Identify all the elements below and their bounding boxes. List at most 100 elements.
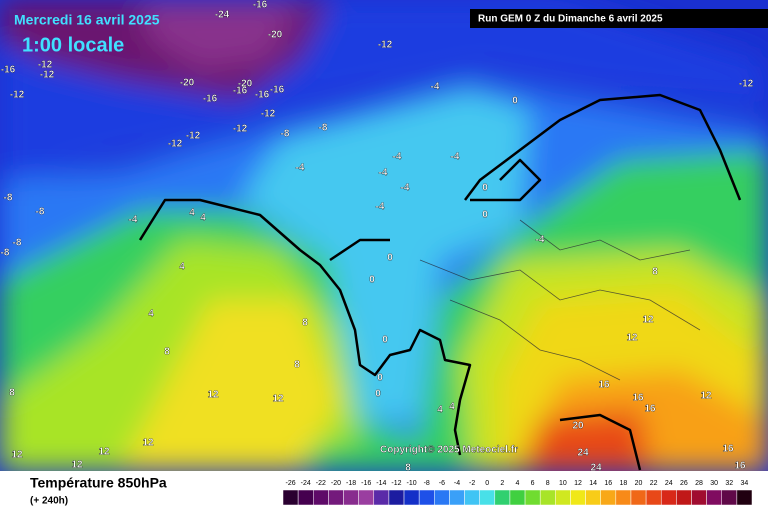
- contour-label: -12: [40, 70, 55, 81]
- contour-label: 8: [652, 267, 658, 278]
- contour-labels: -24-16-20-12-16 -12-12-12-20 -20-16-16 -16-…: [0, 0, 754, 474]
- legend-swatch: [555, 489, 571, 506]
- legend-label: 14: [589, 480, 597, 487]
- contour-label: -4: [393, 152, 402, 163]
- run-info: Run GEM 0 Z du Dimanche 6 avril 2025: [478, 14, 663, 25]
- legend-label: -16: [361, 480, 371, 487]
- legend-swatch: [403, 489, 420, 506]
- contour-label: -4: [451, 152, 460, 163]
- legend-swatch: [585, 489, 601, 506]
- contour-label: 16: [722, 444, 734, 455]
- contour-label: -8: [4, 193, 13, 204]
- legend-label: -8: [424, 480, 430, 487]
- legend-label: 22: [650, 480, 658, 487]
- legend-label: -14: [376, 480, 386, 487]
- legend-label: 24: [665, 480, 673, 487]
- legend-label: 18: [620, 480, 628, 487]
- legend-label: 34: [741, 480, 749, 487]
- contour-label: 4: [148, 309, 154, 320]
- legend-label: 26: [680, 480, 688, 487]
- contour-label: 16: [598, 380, 610, 391]
- contour-label: -4: [401, 183, 410, 194]
- contour-label: 0: [512, 96, 518, 107]
- legend-swatch: [388, 489, 405, 506]
- contour-label: -4: [536, 235, 545, 246]
- contour-label: -20: [180, 78, 195, 89]
- contour-label: 4: [437, 405, 443, 416]
- contour-label: 4: [449, 402, 455, 413]
- legend-swatch: [479, 489, 496, 506]
- legend-label: -26: [286, 480, 296, 487]
- legend-swatch: [434, 489, 450, 506]
- contour-label: 8: [302, 318, 308, 329]
- legend-label: -12: [391, 480, 401, 487]
- contour-label: -4: [379, 168, 388, 179]
- contour-label: 16: [644, 404, 656, 415]
- contour-label: 0: [482, 210, 488, 221]
- contour-label: 8: [164, 347, 170, 358]
- legend-swatch: [524, 489, 541, 506]
- contour-label: -8: [13, 238, 22, 249]
- field-subtitle: (+ 240h): [30, 496, 68, 507]
- legend-label: -18: [346, 480, 356, 487]
- borders: [419, 219, 701, 381]
- contour-label: 0: [375, 389, 381, 400]
- contour-label: 12: [11, 450, 23, 461]
- legend-label: -10: [407, 480, 417, 487]
- legend-swatch: [418, 489, 435, 506]
- legend-swatch: [464, 489, 480, 506]
- contour-label: 12: [700, 391, 712, 402]
- legend-label: -4: [454, 480, 460, 487]
- legend-swatch: [676, 489, 692, 506]
- contour-label: -16: [203, 94, 218, 105]
- contour-label: 12: [98, 447, 110, 458]
- contour-label: 12: [142, 438, 154, 449]
- legend-swatch: [282, 489, 299, 506]
- contour-label: -24: [215, 10, 230, 21]
- run-box: [470, 9, 768, 28]
- legend-label: 32: [725, 480, 733, 487]
- legend-swatch: [721, 489, 738, 506]
- contour-label: 0: [387, 253, 393, 264]
- contour-label: -16: [1, 65, 16, 76]
- legend-swatch: [509, 489, 526, 506]
- legend-swatch: [570, 489, 586, 506]
- contour-label: 0: [369, 275, 375, 286]
- contour-label: 16: [632, 393, 644, 404]
- legend-label: -2: [469, 480, 475, 487]
- contour-label: -4: [376, 202, 385, 213]
- contour-label: 12: [272, 394, 284, 405]
- contour-label: -16: [233, 86, 248, 97]
- contour-label: 4: [179, 262, 185, 273]
- map-date: Mercredi 16 avril 2025: [14, 12, 160, 28]
- contour-label: 20: [572, 421, 584, 432]
- legend-label: 0: [485, 480, 489, 487]
- field-title: Température 850hPa: [30, 475, 167, 491]
- contour-label: -12: [233, 124, 248, 135]
- legend-label: 10: [559, 480, 567, 487]
- contour-label: 12: [626, 333, 638, 344]
- legend-swatch: [736, 489, 753, 506]
- contour-label: 24: [577, 448, 589, 459]
- legend-label: 28: [695, 480, 703, 487]
- contour-label: 8: [405, 463, 411, 474]
- legend-swatch: [691, 489, 707, 506]
- contour-label: 4: [200, 213, 206, 224]
- contour-label: 12: [642, 315, 654, 326]
- contour-label: -12: [10, 90, 25, 101]
- contour-label: -12: [739, 79, 754, 90]
- contour-label: 12: [207, 390, 219, 401]
- legend-swatch: [660, 489, 677, 506]
- legend-label: 12: [574, 480, 582, 487]
- legend-swatch: [645, 489, 662, 506]
- contour-label: -12: [261, 109, 276, 120]
- contour-label: -20: [238, 79, 253, 90]
- contour-label: -16: [255, 90, 270, 101]
- color-legend: -26 -24 -22 -20 -18 -16 -14 -12 -10 -8 -6 -4 -2 0 2 4 6 8…: [282, 480, 753, 506]
- legend-label: 8: [546, 480, 550, 487]
- contour-label: -8: [36, 207, 45, 218]
- contour-label: -4: [431, 82, 440, 93]
- map: -24-16-20-12-16 -12-12-12-20 -20-16-16 -16-…: [0, 0, 768, 474]
- contour-label: 4: [189, 208, 195, 219]
